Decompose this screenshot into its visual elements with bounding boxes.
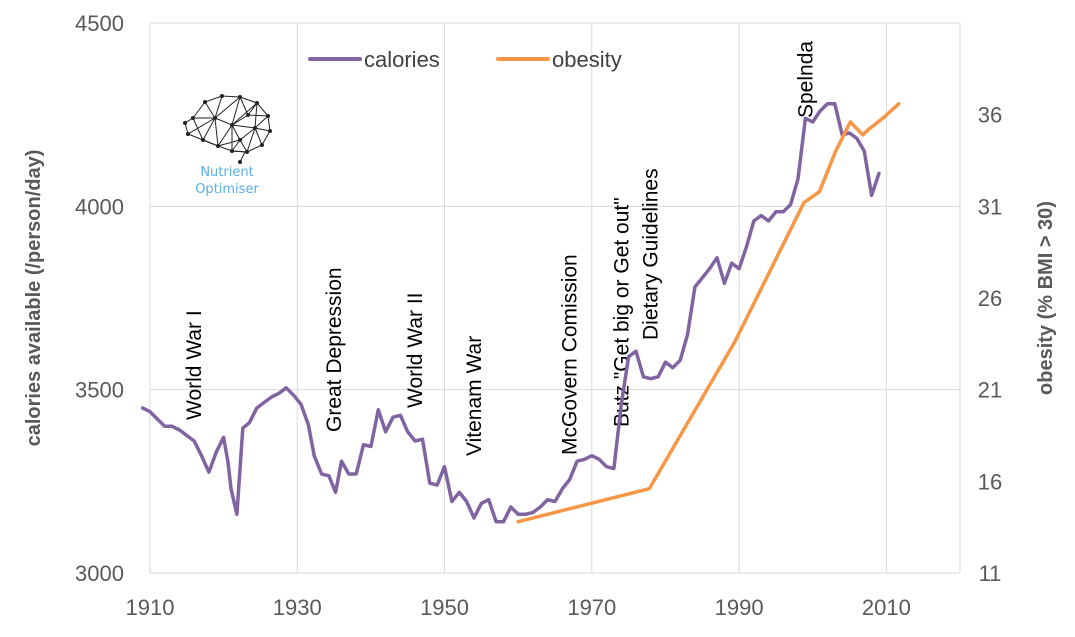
x-tick-label: 1990 [715, 595, 764, 620]
y-axis-title: calories available (/person/day) [23, 150, 45, 447]
event-annotation: World War II [404, 292, 427, 408]
y2-tick-label: 26 [978, 286, 1002, 311]
y2-tick-label: 16 [978, 469, 1002, 494]
y2-tick-label: 11 [979, 561, 1002, 586]
nutrient-optimiser-logo: Nutrient Optimiser [183, 94, 272, 197]
x-tick-label: 1930 [273, 595, 322, 620]
y-axis-ticks: 3000 3500 4000 4500 [75, 11, 124, 586]
y-tick-label: 4000 [75, 194, 124, 219]
y2-tick-label: 31 [978, 194, 1002, 219]
x-axis-ticks: 1910 1930 1950 1970 1990 2010 [126, 595, 911, 620]
event-annotation: Dietary Guidelines [640, 168, 663, 340]
logo-line-1: Nutrient [200, 165, 253, 180]
event-annotation: Vitenam War [463, 336, 486, 456]
legend: calories obesity [308, 47, 622, 72]
x-tick-label: 1950 [420, 595, 469, 620]
event-annotations: World War I Great Depression World War II V… [183, 41, 817, 456]
event-annotation: McGovern Comission [559, 254, 582, 455]
y2-tick-label: 36 [978, 103, 1002, 128]
event-annotation: Spelnda [794, 41, 817, 118]
logo-line-2: Optimiser [195, 182, 259, 197]
x-tick-label: 2010 [862, 595, 911, 620]
y2-axis-ticks: 11 16 21 26 31 36 [978, 103, 1002, 586]
x-tick-label: 1970 [567, 595, 616, 620]
y-tick-label: 3000 [75, 561, 124, 586]
obesity-series-line [516, 101, 901, 524]
calories-legend-label: calories [364, 47, 440, 72]
x-tick-label: 1910 [126, 595, 175, 620]
calories-series-line [140, 101, 881, 524]
obesity-legend-label: obesity [552, 47, 622, 72]
event-annotation: World War I [183, 310, 206, 420]
y2-tick-label: 21 [978, 378, 1002, 403]
event-annotation: Great Depression [323, 267, 346, 432]
y-tick-label: 3500 [75, 378, 124, 403]
gridlines [149, 22, 960, 574]
y-tick-label: 4500 [75, 11, 124, 36]
series-lines [140, 101, 901, 524]
brain-network-icon [183, 94, 272, 164]
plot-area [149, 22, 961, 574]
y2-axis-title: obesity (% BMI > 30) [1035, 201, 1057, 395]
